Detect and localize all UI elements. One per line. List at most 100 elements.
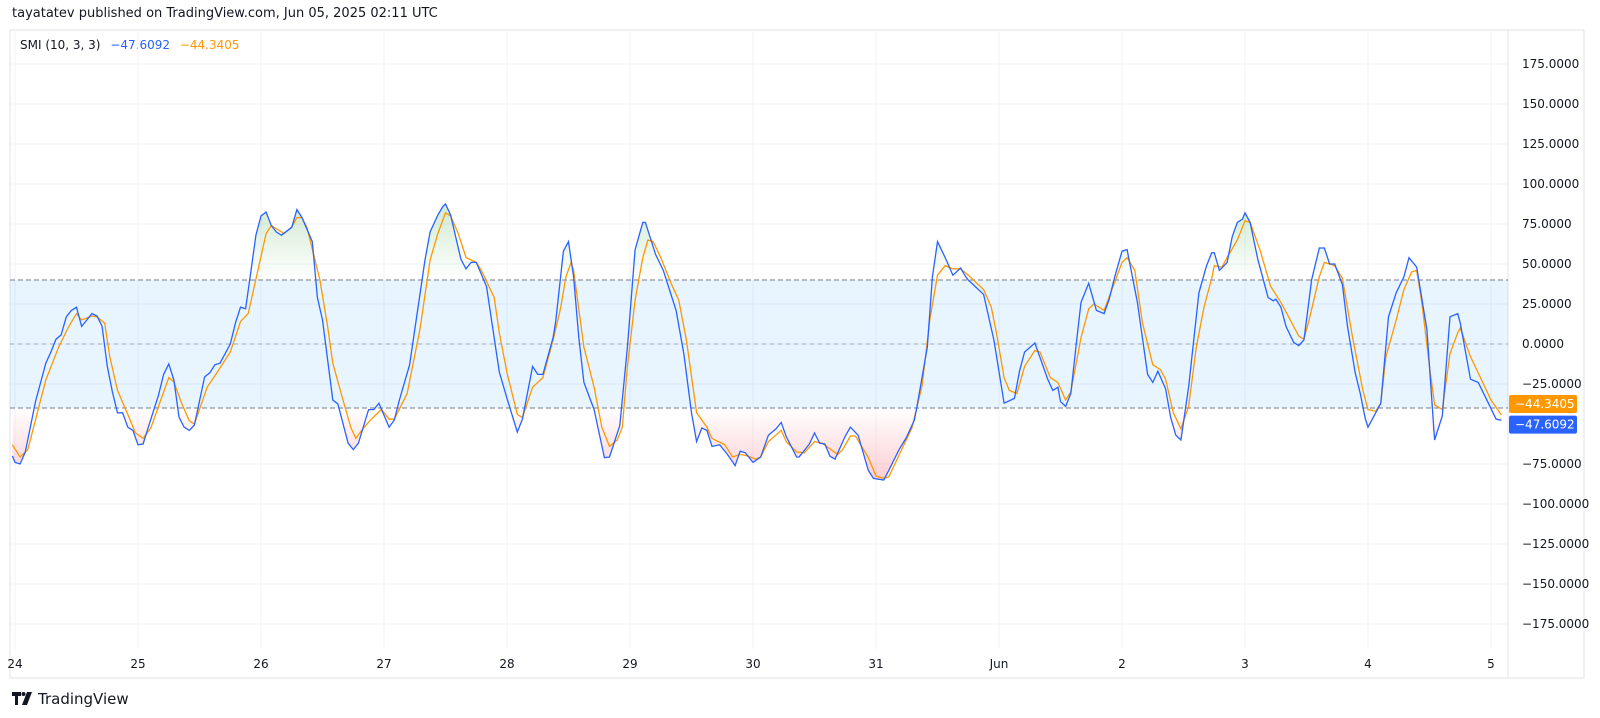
smi-point <box>1060 401 1061 402</box>
signal-point <box>158 406 159 407</box>
signal-point <box>522 417 523 418</box>
smi-point <box>752 462 753 463</box>
signal-point <box>1237 239 1238 240</box>
signal-point <box>1180 428 1181 429</box>
y-tick-label: 175.0000 <box>1522 57 1579 71</box>
smi-point <box>927 347 928 348</box>
smi-point <box>563 251 564 252</box>
signal-point <box>283 233 284 234</box>
signal-point <box>686 339 687 340</box>
smi-point <box>442 206 443 207</box>
signal-point <box>327 326 328 327</box>
smi-point <box>532 366 533 367</box>
smi-point <box>209 372 210 373</box>
smi-point <box>706 430 707 431</box>
smi-point <box>952 275 953 276</box>
smi-point <box>445 203 446 204</box>
signal-point <box>207 387 208 388</box>
smi-point <box>214 364 215 365</box>
signal-point <box>363 427 364 428</box>
smi-point <box>740 451 741 452</box>
x-tick-label: 27 <box>376 657 391 671</box>
last-value-text: −47.6092 <box>1515 418 1575 432</box>
smi-point <box>25 451 26 452</box>
signal-point <box>868 457 869 458</box>
signal-point <box>1367 409 1368 410</box>
smi-point <box>1347 326 1348 327</box>
signal-point <box>1442 409 1443 410</box>
oversold-fill <box>12 408 1502 480</box>
x-tick-label: 28 <box>499 657 514 671</box>
smi-point <box>1457 313 1458 314</box>
smi-point <box>378 403 379 404</box>
signal-point <box>822 443 823 444</box>
signal-point <box>58 347 59 348</box>
signal-point <box>635 299 636 300</box>
smi-point <box>184 427 185 428</box>
signal-point <box>117 390 118 391</box>
time-axis[interactable]: 24 25 26 27 28 29 30 31 Jun 2 3 4 5 <box>7 657 1494 671</box>
x-tick-label: 31 <box>868 657 883 671</box>
smi-point <box>204 376 205 377</box>
signal-point <box>1416 270 1417 271</box>
smi-point <box>353 449 354 450</box>
smi-point <box>914 419 915 420</box>
y-tick-label: −150.0000 <box>1522 577 1589 591</box>
smi-point <box>1157 371 1158 372</box>
x-tick-label: 4 <box>1364 657 1372 671</box>
smi-point <box>389 427 390 428</box>
signal-value: −44.3405 <box>179 38 240 52</box>
signal-point <box>150 427 151 428</box>
smi-point <box>542 374 543 375</box>
smi-point <box>506 398 507 399</box>
signal-point <box>1070 391 1071 392</box>
signal-point <box>1016 393 1017 394</box>
smi-point <box>814 432 815 433</box>
signal-point <box>1470 356 1471 357</box>
smi-point <box>965 276 966 277</box>
signal-point <box>1244 220 1245 221</box>
smi-point <box>281 235 282 236</box>
smi-point <box>932 276 933 277</box>
smi-point <box>1280 307 1281 308</box>
smi-point <box>609 456 610 457</box>
signal-point <box>266 233 267 234</box>
price-axis[interactable]: 175.0000 150.0000 125.0000 100.0000 75.0000 5… <box>1522 57 1589 631</box>
smi-point <box>1232 236 1233 237</box>
smi-point <box>898 449 899 450</box>
smi-point <box>1147 374 1148 375</box>
signal-point <box>230 351 231 352</box>
signal-point <box>445 212 446 213</box>
smi-point <box>1080 302 1081 303</box>
signal-point <box>647 239 648 240</box>
signal-point <box>542 377 543 378</box>
signal-point <box>1160 369 1161 370</box>
overbought-fill <box>12 204 1502 280</box>
signal-point <box>1421 302 1422 303</box>
signal-point <box>573 270 574 271</box>
smi-point <box>1047 379 1048 380</box>
smi-point <box>460 259 461 260</box>
smi-line <box>11 202 1502 481</box>
signal-point <box>481 270 482 271</box>
smi-point <box>734 465 735 466</box>
smi-point <box>945 257 946 258</box>
signal-point <box>570 262 571 263</box>
signal-point <box>1226 257 1227 258</box>
x-tick-label: Jun <box>989 657 1009 671</box>
signal-point <box>127 414 128 415</box>
signal-point <box>458 233 459 234</box>
signal-point <box>594 387 595 388</box>
signal-point <box>565 276 566 277</box>
y-tick-label: 0.0000 <box>1522 337 1564 351</box>
smi-point <box>829 455 830 456</box>
smi-point <box>66 316 67 317</box>
signal-point <box>194 423 195 424</box>
signal-point <box>381 409 382 410</box>
smi-point <box>163 374 164 375</box>
smi-point <box>583 382 584 383</box>
smi-point <box>245 308 246 309</box>
smi-point <box>850 427 851 428</box>
indicator-legend[interactable]: SMI (10, 3, 3) −47.6092 −44.3405 <box>20 38 246 52</box>
